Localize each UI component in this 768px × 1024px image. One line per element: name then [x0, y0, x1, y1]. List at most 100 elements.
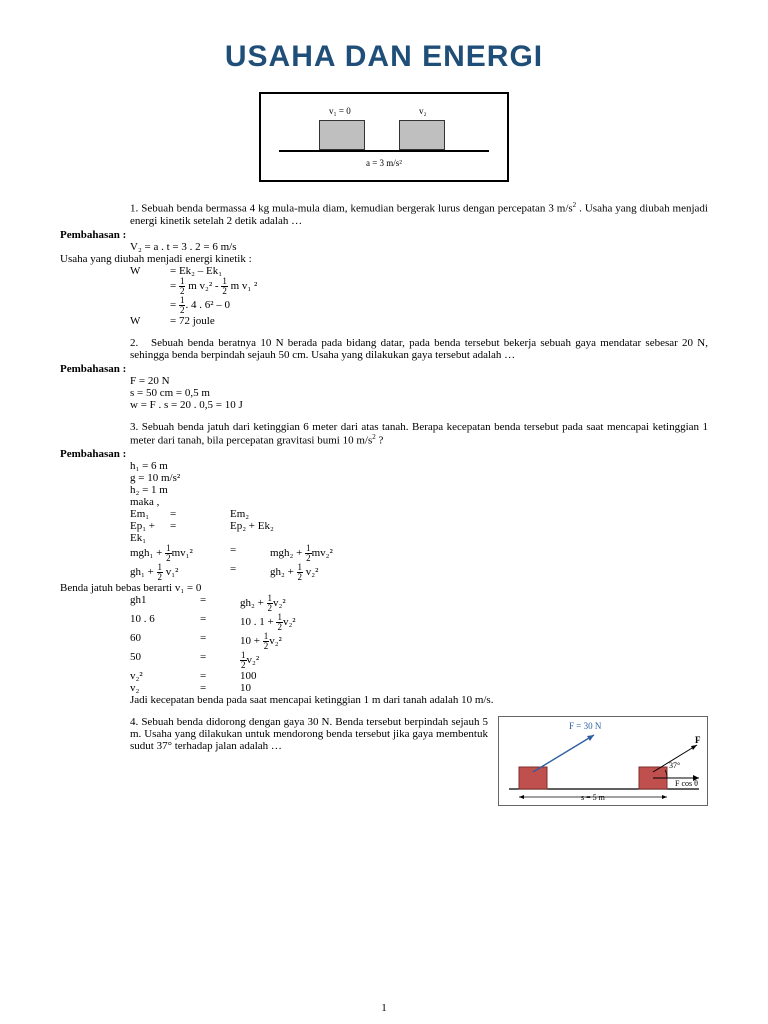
q3-work-3: mgh₁ + 12mv₁²=mgh₂ + 12mv₂² — [60, 544, 708, 563]
q3-note: Benda jatuh bebas berarti v₁ = 0 — [60, 582, 708, 594]
q3-w8-b: = — [200, 651, 240, 670]
q3-line-2: g = 10 m/s² — [60, 472, 708, 484]
q3-line-3: h₂ = 1 m — [60, 484, 708, 496]
q3-w2-b: = — [170, 520, 230, 544]
q3-work-10: v₂=10 — [60, 682, 708, 694]
q3-work-6: 10 . 6=10 . 1 + 12v₂² — [60, 613, 708, 632]
q3-w3-d: mgh₂ + — [270, 547, 305, 559]
q3-w3-b: mv₁² — [172, 547, 193, 559]
question-4: 4. Sebuah benda didorong dengan gaya 30 … — [60, 716, 708, 806]
q3-w1-b: = — [170, 508, 230, 520]
fig1-block-1 — [319, 120, 365, 150]
q3-w8-d: v₂² — [247, 654, 260, 666]
q3-w2-a: Ep₁ + Ek₁ — [60, 520, 170, 544]
q3-w5-c: gh₂ + — [240, 597, 267, 609]
fig4-fcos-label: F cos θ — [675, 779, 698, 788]
q3-work-7: 60=10 + 12v₂² — [60, 632, 708, 651]
q4-text: Sebuah benda didorong dengan gaya 30 N. … — [130, 716, 488, 752]
q3-w2-c: Ep₂ + Ek₂ — [230, 520, 708, 544]
figure-4: F = 30 N F 37° F cos θ s = 5 m — [498, 716, 708, 806]
q3-number: 3. — [130, 421, 138, 433]
q3-w9-c: 100 — [240, 670, 708, 682]
q3-w6-c: 10 . 1 + — [240, 616, 276, 628]
q3-work-5: gh1=gh₂ + 12v₂² — [60, 594, 708, 613]
q2-line-2: s = 50 cm = 0,5 m — [60, 387, 708, 399]
fig1-v2-label: v₂ — [419, 106, 427, 116]
q3-text-a: Sebuah benda jatuh dari ketinggian 6 met… — [130, 421, 708, 447]
q3-line-1: h₁ = 6 m — [60, 460, 708, 472]
q3-w4-d: gh₂ + — [270, 566, 297, 578]
q3-conclusion: Jadi kecepatan benda pada saat mencapai … — [60, 694, 708, 706]
fig1-block-2 — [399, 120, 445, 150]
q3-w10-b: = — [200, 682, 240, 694]
q3-work-9: v₂²=100 — [60, 670, 708, 682]
q3-w6-d: v₂² — [283, 616, 296, 628]
figure-1: v₁ = 0 v₂ a = 3 m/s² — [60, 92, 708, 185]
q3-w7-d: v₂² — [269, 635, 282, 647]
q3-w8-a: 50 — [60, 651, 200, 670]
q4-number: 4. — [130, 716, 138, 728]
q3-w6-a: 10 . 6 — [60, 613, 200, 632]
q1-line-2: Usaha yang diubah menjadi energi kinetik… — [60, 253, 708, 265]
q3-w9-b: = — [200, 670, 240, 682]
question-2: 2. Sebuah benda beratnya 10 N berada pad… — [60, 337, 708, 361]
q3-w9-a: v₂² — [60, 670, 200, 682]
q3-w7-c: 10 + — [240, 635, 263, 647]
q3-w4-e: v₂² — [303, 566, 318, 578]
fig1-surface — [279, 150, 489, 152]
q2-line-3: w = F . s = 20 . 0,5 = 10 J — [60, 399, 708, 411]
q3-w6-b: = — [200, 613, 240, 632]
q1-w3: . 4 . 6² – 0 — [185, 299, 230, 311]
q1-w1-b: = Ek₂ – Ek₁ — [170, 265, 708, 277]
page-title: USAHA DAN ENERGI — [60, 40, 708, 74]
q1-work-4: W = 72 joule — [60, 315, 708, 327]
q3-work-2: Ep₁ + Ek₁=Ep₂ + Ek₂ — [60, 520, 708, 544]
fig1-v1-label: v₁ = 0 — [329, 106, 351, 116]
fig4-s-label: s = 5 m — [581, 793, 605, 802]
q1-text-a: Sebuah benda bermassa 4 kg mula-mula dia… — [141, 203, 572, 215]
q3-w4-b: v₁² — [163, 566, 178, 578]
q1-pembahasan-label: Pembahasan : — [60, 229, 708, 241]
q3-text-b: ? — [376, 434, 384, 446]
q3-w1-c: Em₂ — [230, 508, 708, 520]
q1-work-1: W = Ek₂ – Ek₁ — [60, 265, 708, 277]
q3-line-4: maka , — [60, 496, 708, 508]
fig4-f2-label: F — [695, 735, 701, 745]
q2-line-1: F = 20 N — [60, 375, 708, 387]
q2-number: 2. — [130, 337, 138, 349]
q3-w5-a: gh1 — [60, 594, 200, 613]
q1-line-1: V₂ = a . t = 3 . 2 = 6 m/s — [60, 241, 708, 253]
q1-w2-a: m v₂² - — [185, 280, 221, 292]
fig4-angle-label: 37° — [669, 761, 680, 770]
q3-work-8: 50=12v₂² — [60, 651, 708, 670]
q1-w2-b: m v₁ ² — [228, 280, 257, 292]
q3-w4-c: = — [230, 563, 270, 582]
q3-work-1: Em₁=Em₂ — [60, 508, 708, 520]
q3-w10-c: 10 — [240, 682, 708, 694]
q1-work-2: = 12 m v₂² - 12 m v₁ ² — [60, 277, 708, 296]
q1-w1-a: W — [60, 265, 170, 277]
q3-w1-a: Em₁ — [60, 508, 170, 520]
q2-text: Sebuah benda beratnya 10 N berada pada b… — [130, 337, 708, 361]
q1-w4-a: W — [60, 315, 170, 327]
q3-w7-a: 60 — [60, 632, 200, 651]
q3-w3-a: mgh₁ + — [130, 547, 165, 559]
q3-w3-e: mv₂² — [312, 547, 333, 559]
page-number: 1 — [0, 1002, 768, 1014]
q3-w3-c: = — [230, 544, 270, 563]
question-3: 3. Sebuah benda jatuh dari ketinggian 6 … — [60, 421, 708, 447]
q3-w5-d: v₂² — [273, 597, 286, 609]
q1-work-3: = 12. 4 . 6² – 0 — [60, 296, 708, 315]
fig1-a-label: a = 3 m/s² — [279, 158, 489, 168]
q1-number: 1. — [130, 203, 138, 215]
q1-w4-b: = 72 joule — [170, 315, 708, 327]
q3-w7-b: = — [200, 632, 240, 651]
q3-w5-b: = — [200, 594, 240, 613]
fig4-f-label: F = 30 N — [569, 721, 601, 731]
q3-w10-a: v₂ — [60, 682, 200, 694]
q3-pembahasan-label: Pembahasan : — [60, 448, 708, 460]
q3-work-4: gh₁ + 12 v₁²=gh₂ + 12 v₂² — [60, 563, 708, 582]
q3-w4-a: gh₁ + — [130, 566, 157, 578]
question-1: 1. Sebuah benda bermassa 4 kg mula-mula … — [60, 201, 708, 227]
q2-pembahasan-label: Pembahasan : — [60, 363, 708, 375]
